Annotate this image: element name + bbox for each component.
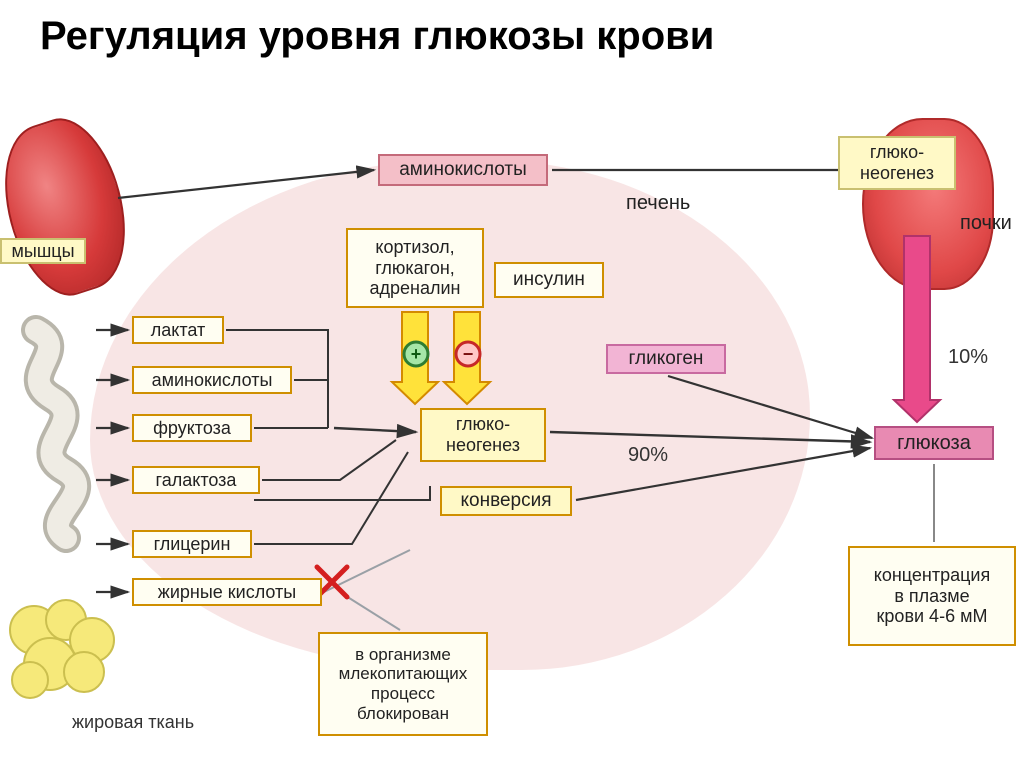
box-hormones-up: кортизол, глюкагон, адреналин bbox=[346, 228, 484, 308]
box-glucose: глюкоза bbox=[874, 426, 994, 460]
box-blocked-note: в организме млекопитающих процесс блокир… bbox=[318, 632, 488, 736]
box-galactose: галактоза bbox=[132, 466, 260, 494]
label-liver: печень bbox=[626, 192, 690, 215]
label-muscle: мышцы bbox=[0, 238, 86, 264]
box-fructose: фруктоза bbox=[132, 414, 252, 442]
box-amino-left: аминокислоты bbox=[132, 366, 292, 394]
svg-text:+: + bbox=[411, 344, 422, 364]
page-title: Регуляция уровня глюкозы крови bbox=[40, 14, 714, 59]
box-gluconeo-liver: глюко- неогенез bbox=[420, 408, 546, 462]
label-adipose: жировая ткань bbox=[72, 712, 194, 733]
box-lactate: лактат bbox=[132, 316, 224, 344]
label-10pct: 10% bbox=[948, 346, 988, 369]
label-kidney: почки bbox=[960, 212, 1012, 235]
box-plasma-note: концентрация в плазме крови 4-6 мМ bbox=[848, 546, 1016, 646]
box-glycerin: глицерин bbox=[132, 530, 252, 558]
box-fatty-acids: жирные кислоты bbox=[132, 578, 322, 606]
svg-text:−: − bbox=[463, 344, 474, 364]
box-insulin: инсулин bbox=[494, 262, 604, 298]
box-glycogen: гликоген bbox=[606, 344, 726, 374]
box-amino-top: аминокислоты bbox=[378, 154, 548, 186]
box-gluconeo-kidney: глюко- неогенез bbox=[838, 136, 956, 190]
box-conversion: конверсия bbox=[440, 486, 572, 516]
label-90pct: 90% bbox=[628, 444, 668, 467]
